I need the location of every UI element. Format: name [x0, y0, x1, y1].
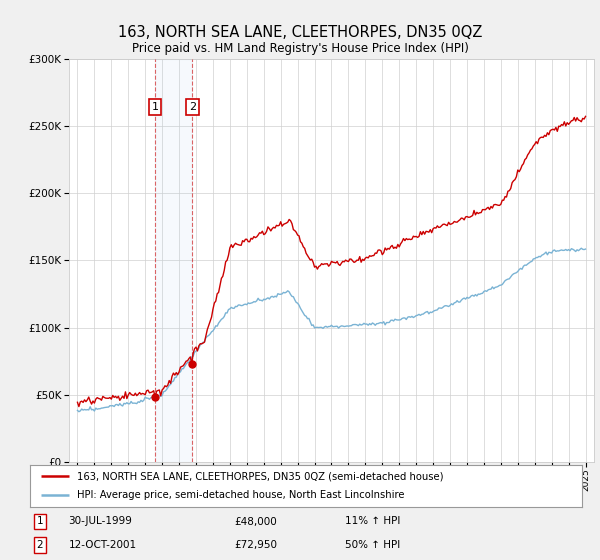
Text: HPI: Average price, semi-detached house, North East Lincolnshire: HPI: Average price, semi-detached house,… — [77, 491, 404, 501]
Bar — [155, 59, 193, 462]
Text: £72,950: £72,950 — [234, 540, 277, 550]
Text: 1: 1 — [151, 102, 158, 112]
Text: 50% ↑ HPI: 50% ↑ HPI — [344, 540, 400, 550]
Text: 11% ↑ HPI: 11% ↑ HPI — [344, 516, 400, 526]
Text: 30-JUL-1999: 30-JUL-1999 — [68, 516, 133, 526]
Text: £48,000: £48,000 — [234, 516, 277, 526]
Text: 2: 2 — [189, 102, 196, 112]
Text: 2: 2 — [37, 540, 43, 550]
Text: 1: 1 — [37, 516, 43, 526]
Text: Price paid vs. HM Land Registry's House Price Index (HPI): Price paid vs. HM Land Registry's House … — [131, 42, 469, 55]
Text: 12-OCT-2001: 12-OCT-2001 — [68, 540, 137, 550]
Text: 163, NORTH SEA LANE, CLEETHORPES, DN35 0QZ: 163, NORTH SEA LANE, CLEETHORPES, DN35 0… — [118, 25, 482, 40]
Text: 163, NORTH SEA LANE, CLEETHORPES, DN35 0QZ (semi-detached house): 163, NORTH SEA LANE, CLEETHORPES, DN35 0… — [77, 471, 443, 481]
